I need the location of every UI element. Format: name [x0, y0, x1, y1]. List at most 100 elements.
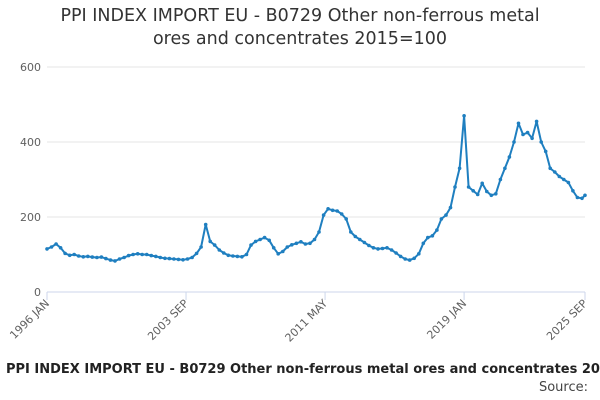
- data-point: [562, 177, 566, 182]
- data-point: [303, 242, 308, 246]
- data-point: [485, 189, 489, 194]
- x-tick-label: 2025 SEP: [544, 297, 590, 343]
- data-point: [525, 130, 530, 135]
- data-point: [104, 256, 108, 261]
- data-point: [67, 253, 72, 258]
- data-point: [222, 251, 226, 255]
- data-point: [335, 209, 340, 213]
- x-tick-label: 2019 JAN: [424, 297, 469, 342]
- data-point: [258, 237, 262, 242]
- data-point: [271, 246, 276, 250]
- x-tick-label: 2011 MAY: [283, 297, 331, 345]
- data-point: [403, 257, 408, 261]
- data-point: [444, 213, 448, 217]
- y-axis: 0 200 400 600: [20, 61, 41, 299]
- data-point: [262, 235, 267, 240]
- data-point: [135, 252, 140, 256]
- data-point: [76, 254, 81, 258]
- x-tick-label: 2003 SEP: [145, 297, 191, 343]
- data-point: [281, 249, 285, 254]
- data-point: [534, 119, 539, 124]
- data-point: [516, 121, 521, 126]
- data-point: [58, 246, 63, 250]
- y-tick-label: 200: [20, 211, 41, 224]
- data-point: [108, 258, 113, 262]
- data-point: [63, 251, 67, 256]
- data-point: [521, 132, 525, 137]
- data-point: [144, 252, 149, 257]
- data-point: [376, 247, 380, 251]
- data-point: [267, 238, 272, 243]
- data-point: [426, 235, 430, 240]
- data-point: [430, 234, 435, 238]
- data-point: [154, 254, 158, 259]
- data-point: [439, 217, 444, 221]
- data-point: [385, 246, 389, 250]
- data-point: [167, 256, 172, 261]
- y-tick-label: 600: [20, 61, 41, 74]
- source-label[interactable]: Source:: [538, 380, 588, 395]
- data-point: [543, 149, 548, 154]
- data-point: [349, 230, 353, 234]
- data-point: [566, 180, 571, 185]
- data-point: [462, 114, 466, 118]
- data-point: [240, 254, 244, 259]
- data-point: [557, 174, 562, 179]
- data-point: [457, 166, 462, 171]
- data-point: [575, 195, 580, 200]
- data-point: [285, 245, 290, 249]
- data-point: [398, 254, 403, 259]
- data-point: [45, 247, 49, 251]
- data-point: [86, 254, 90, 259]
- data-point: [226, 253, 231, 258]
- data-point: [389, 248, 394, 252]
- data-point: [54, 242, 58, 246]
- data-point: [249, 243, 253, 247]
- data-point: [321, 213, 326, 217]
- data-point: [122, 255, 126, 260]
- data-point: [498, 177, 503, 182]
- data-point: [290, 243, 294, 247]
- data-point: [203, 222, 208, 227]
- data-point: [172, 257, 176, 261]
- data-point: [330, 208, 335, 213]
- chart-caption: PPI INDEX IMPORT EU - B0729 Other non-fe…: [6, 362, 600, 377]
- data-point: [81, 254, 86, 259]
- data-point: [176, 257, 181, 262]
- data-point: [503, 166, 507, 171]
- data-point: [235, 254, 240, 259]
- data-point: [353, 234, 358, 239]
- data-point: [199, 245, 203, 249]
- data-point: [317, 230, 321, 234]
- chart-title: PPI INDEX IMPORT EU - B0729 Other non-fe…: [60, 6, 540, 49]
- data-point: [471, 189, 476, 193]
- data-point: [212, 243, 217, 247]
- x-tick-label: 1996 JAN: [7, 297, 52, 342]
- data-point: [539, 140, 543, 144]
- data-point: [453, 185, 457, 189]
- data-point: [494, 192, 498, 196]
- data-point: [117, 257, 122, 261]
- data-point: [294, 241, 299, 246]
- data-point: [367, 243, 371, 248]
- data-point: [326, 207, 330, 211]
- data-point: [276, 252, 281, 256]
- data-point: [194, 251, 199, 256]
- data-point: [362, 240, 367, 245]
- data-point: [507, 155, 512, 159]
- data-point: [208, 239, 212, 244]
- data-point: [548, 166, 552, 171]
- data-point: [72, 252, 76, 257]
- data-point: [90, 255, 95, 259]
- data-point: [371, 246, 376, 250]
- data-point: [407, 258, 412, 262]
- data-point: [421, 241, 426, 246]
- data-point: [571, 189, 575, 193]
- data-point: [113, 259, 117, 263]
- data-point: [163, 256, 167, 261]
- data-point: [299, 240, 303, 244]
- data-point: [466, 185, 471, 189]
- data-point: [583, 193, 587, 198]
- data-point: [312, 237, 317, 242]
- data-point: [358, 237, 362, 242]
